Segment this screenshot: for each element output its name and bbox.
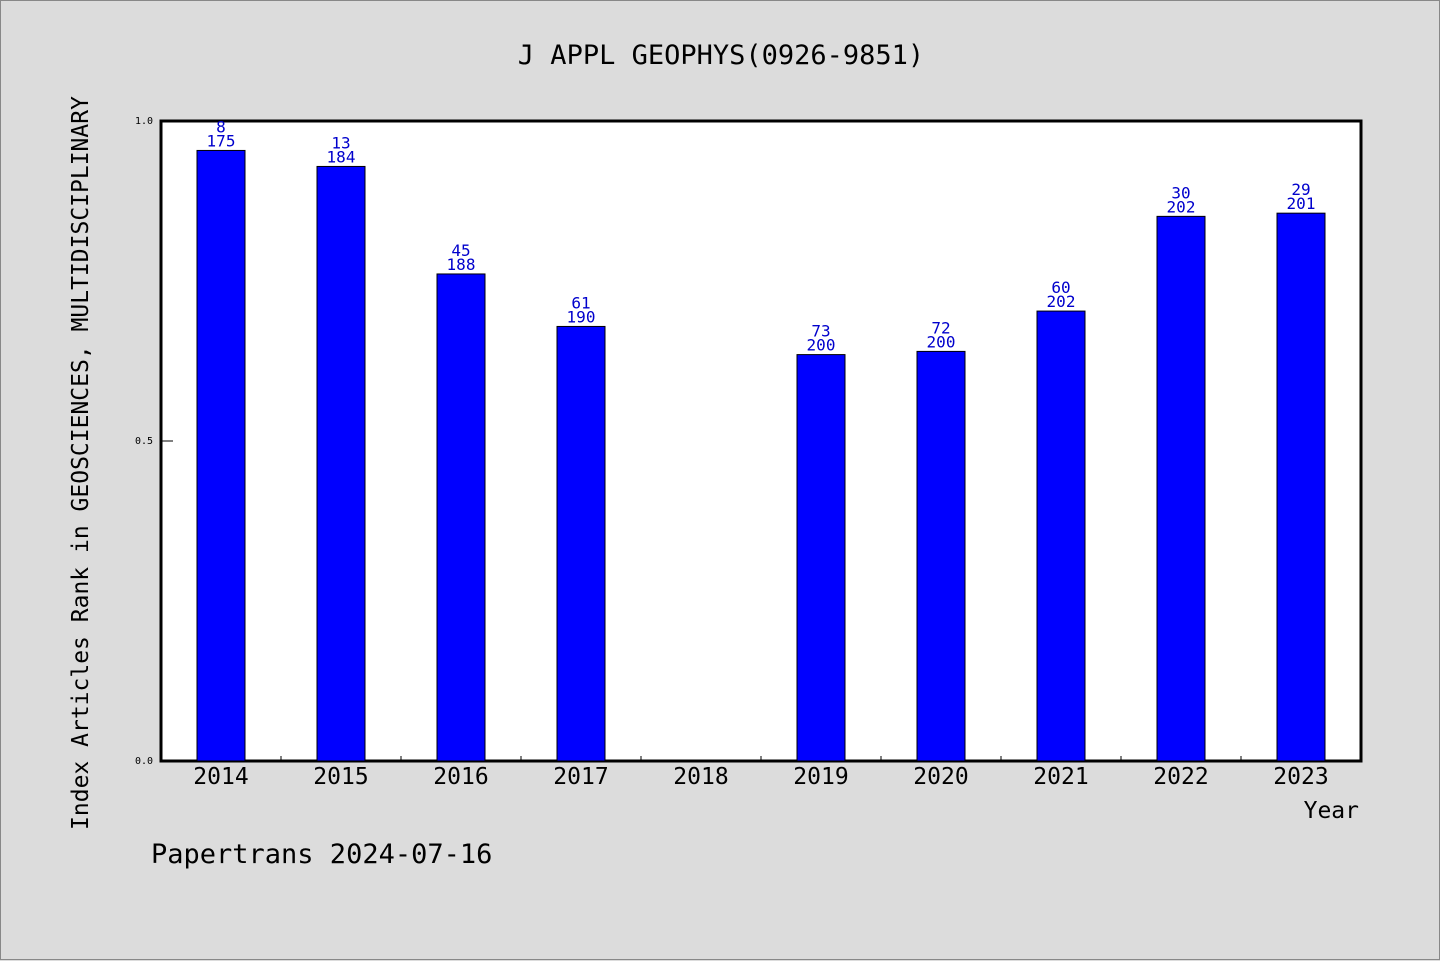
bar-total-label: 201	[1287, 194, 1316, 213]
y-tick-label: 0.0	[135, 756, 153, 767]
bar-total-label: 200	[807, 336, 836, 355]
bar-rank-label: 73	[811, 322, 830, 341]
bar-rank-label: 61	[571, 293, 590, 312]
bar-2016	[436, 273, 486, 762]
y-axis-label: Index Articles Rank in GEOSCIENCES, MULT…	[68, 96, 94, 830]
bar-2014	[196, 149, 246, 762]
bar-rank-label: 60	[1051, 278, 1070, 297]
bar-2022	[1156, 215, 1206, 762]
x-tick-label: 2019	[793, 764, 848, 790]
bar-total-label: 202	[1047, 292, 1076, 311]
x-tick-label: 2023	[1273, 764, 1328, 790]
bar-total-label: 188	[447, 255, 476, 274]
x-ticks: 2014 2015 2016 2017 2018 2019 2020 2021 2022 2023	[193, 756, 1329, 790]
bar-2019	[796, 354, 846, 762]
x-tick-label: 2015	[313, 764, 368, 790]
bar-total-label: 175	[207, 131, 236, 150]
bar-2017	[556, 325, 606, 762]
bar-rank-label: 45	[451, 241, 470, 260]
bar-total-label: 184	[327, 147, 356, 166]
bar-total-label: 200	[927, 332, 956, 351]
x-tick-label: 2017	[553, 764, 608, 790]
x-tick-label: 2014	[193, 764, 248, 790]
bar-rank-label: 29	[1291, 180, 1310, 199]
x-tick-label: 2021	[1033, 764, 1088, 790]
bar-rank-label: 30	[1171, 183, 1190, 202]
y-tick-label: 0.5	[135, 436, 153, 447]
x-axis-label: Year	[1304, 798, 1359, 824]
bar-rank-label: 72	[931, 318, 950, 337]
bar-total-label: 202	[1167, 197, 1196, 216]
x-tick-label: 2020	[913, 764, 968, 790]
bar-2023	[1276, 212, 1326, 762]
footer-text: Papertrans 2024-07-16	[151, 839, 492, 870]
bar-rank-label: 13	[331, 133, 350, 152]
x-tick-label: 2022	[1153, 764, 1208, 790]
bar-rank-label: 8	[216, 117, 226, 136]
bar-2020	[916, 350, 966, 762]
bar-2021	[1036, 310, 1086, 762]
bar-2015	[316, 165, 366, 762]
bar-total-label: 190	[567, 307, 596, 326]
x-tick-label: 2016	[433, 764, 488, 790]
chart-title: J APPL GEOPHYS(0926-9851)	[518, 40, 924, 71]
y-tick-label: 1.0	[135, 116, 153, 127]
x-tick-label: 2018	[673, 764, 728, 790]
y-ticks: 0.0 0.5 1.0	[135, 116, 173, 767]
bars-layer: 1758184131884519061200732007220260202302…	[196, 117, 1326, 762]
